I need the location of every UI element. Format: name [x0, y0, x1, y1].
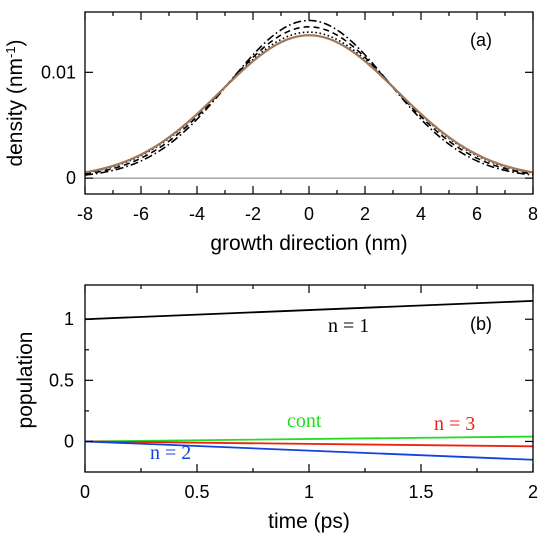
panel-b-label: (b) — [470, 314, 492, 334]
panel-a-curves — [84, 19, 534, 179]
panel-a-x-tick-label: -6 — [133, 204, 149, 224]
series-label-n2: n = 2 — [150, 442, 191, 464]
panel-b-x-tick-label: 1 — [304, 482, 314, 502]
panel-a-y-tick-label: 0.01 — [41, 62, 76, 82]
panel-b-x-axis-label: time (ps) — [268, 510, 350, 533]
panel-a-frame — [84, 11, 534, 195]
series-label-n3: n = 3 — [434, 413, 475, 435]
panel-a-y-ticks: 00.01 — [41, 62, 533, 188]
panel-a-x-tick-label: 6 — [472, 204, 482, 224]
panel-a-x-tick-label: -4 — [189, 204, 205, 224]
panel-b-y-ticks: 00.51 — [49, 309, 533, 451]
density-curve-solid — [84, 34, 534, 174]
panel-b-x-ticks: 0 0.5 1 1.5 2 — [80, 285, 538, 502]
panel-a-x-tick-label: 2 — [360, 204, 370, 224]
panel-b-x-tick-label: 1.5 — [408, 482, 433, 502]
panel-a-label: (a) — [470, 30, 492, 50]
panel-a-x-tick-label: 0 — [304, 204, 314, 224]
panel-a-y-tick-label: 0 — [66, 168, 76, 188]
panel-a-x-ticks: -8 -6 -4 -2 0 2 4 6 8 — [77, 12, 538, 224]
panel-b-x-tick-label: 2 — [528, 482, 538, 502]
population-line-n2 — [84, 440, 534, 461]
panel-b-x-tick-label: 0 — [80, 482, 90, 502]
panel-a-y-axis-label-sup: -1 — [3, 46, 18, 58]
panel-a-x-tick-label: 8 — [528, 204, 538, 224]
panel-b-y-tick-label: 0 — [64, 431, 74, 451]
panel-a: -8 -6 -4 -2 0 2 4 6 8 00.01 (a) growth direction… — [3, 11, 538, 255]
panel-b-x-tick-label: 0.5 — [184, 482, 209, 502]
panel-a-x-tick-label: 4 — [416, 204, 426, 224]
panel-b-y-tick-label: 1 — [64, 309, 74, 329]
panel-a-x-axis-label: growth direction (nm) — [210, 232, 407, 255]
panel-b-y-tick-label: 0.5 — [49, 370, 74, 390]
panel-b-y-axis-label: population — [14, 332, 37, 429]
density-curve-dashed — [84, 26, 534, 175]
panel-a-y-axis-label-main: density (nm — [4, 58, 27, 167]
panel-a-x-tick-label: -8 — [77, 204, 93, 224]
panel-b: 0 0.5 1 1.5 2 00.51 (b) n = 1 cont n = 3 n =… — [14, 284, 538, 533]
panel-a-y-axis-label: density (nm-1) — [3, 39, 27, 166]
series-label-n1: n = 1 — [328, 315, 369, 337]
population-line-n3 — [84, 440, 534, 448]
panel-b-curves — [84, 299, 534, 461]
population-line-cont — [84, 435, 534, 443]
population-line-n1 — [84, 299, 534, 321]
density-curve-dash-dot — [84, 19, 534, 176]
panel-a-x-tick-label: -2 — [245, 204, 261, 224]
series-label-cont: cont — [287, 410, 322, 432]
panel-a-y-axis-label-tail: ) — [4, 39, 27, 46]
